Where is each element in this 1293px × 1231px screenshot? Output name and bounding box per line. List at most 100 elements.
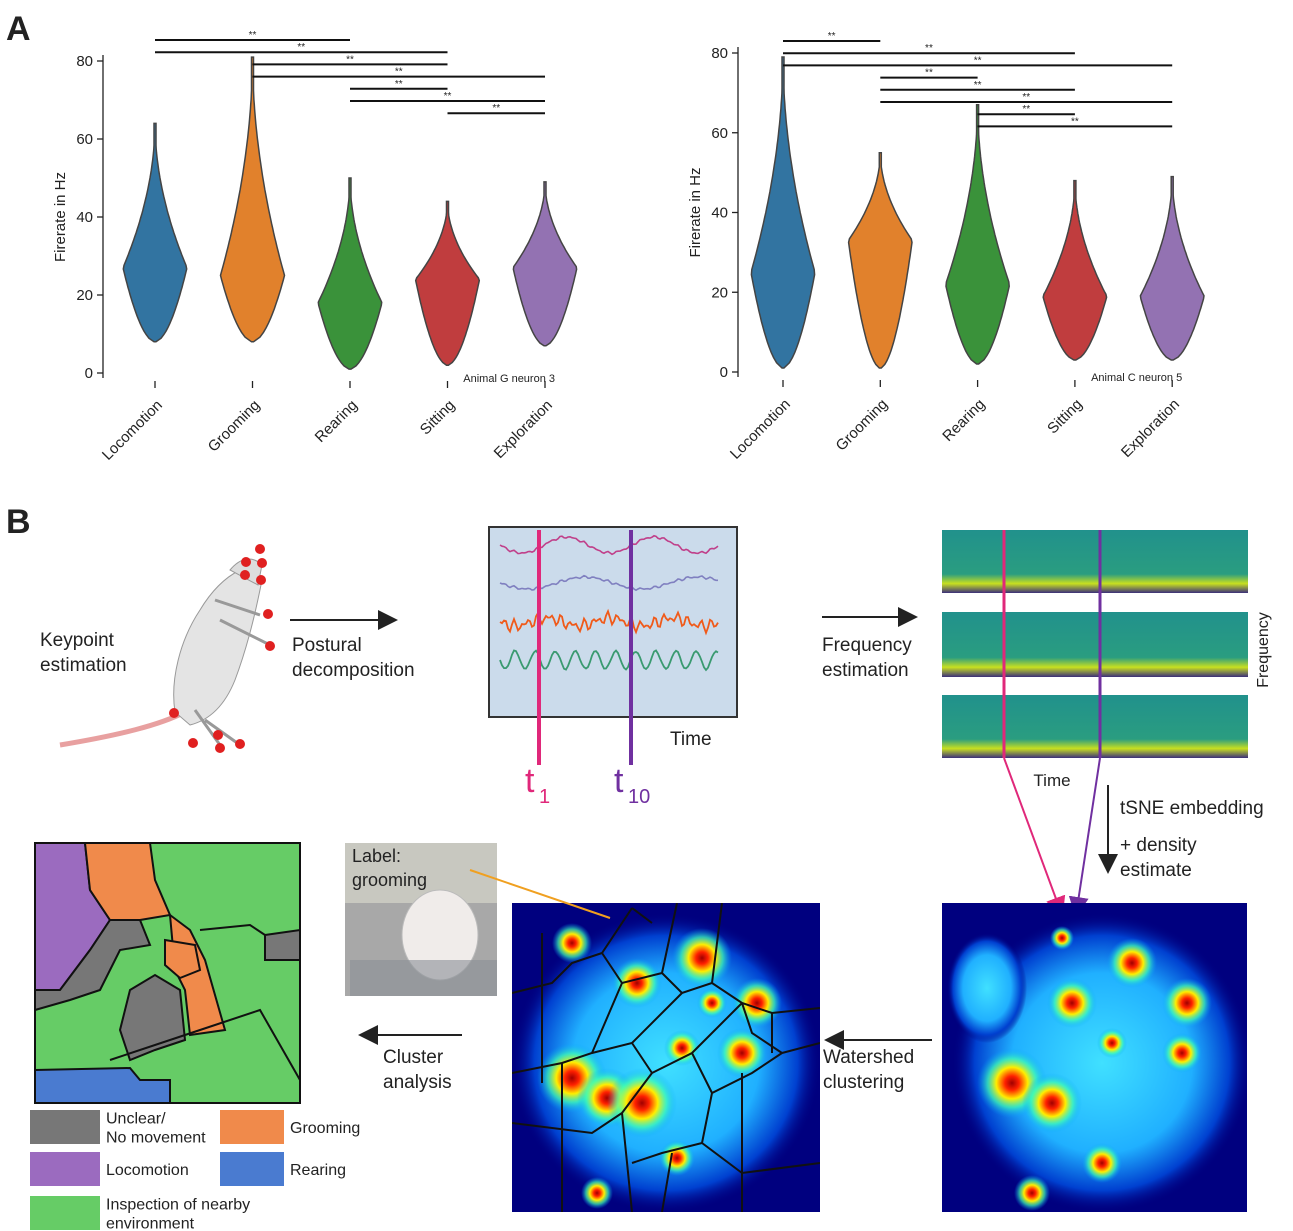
x-tick-label: Sitting: [1044, 396, 1086, 438]
step-label: + density: [1120, 835, 1197, 856]
density-peak: [552, 923, 592, 963]
diagram: Keypoint estimation Postural decompositi…: [30, 527, 1272, 1231]
significance-label: **: [346, 54, 354, 65]
y-tick-label: 20: [711, 284, 728, 301]
annotation: Animal C neuron 5: [1091, 372, 1182, 384]
violin: [221, 57, 285, 342]
y-tick-label: 20: [76, 287, 93, 304]
cluster-map: [35, 843, 300, 1103]
density-peak: [732, 978, 782, 1028]
significance-label: **: [925, 43, 933, 54]
significance-label: **: [925, 68, 933, 79]
step-label: estimation: [822, 660, 909, 681]
photo-label: Label:: [352, 846, 401, 866]
significance-label: **: [297, 42, 305, 53]
density-peak: [612, 958, 662, 1008]
density-peak: [664, 1030, 700, 1066]
y-tick-label: 40: [711, 205, 728, 222]
legend-label: Grooming: [290, 1120, 360, 1137]
density-peak: [1097, 1028, 1127, 1058]
x-tick-label: Exploration: [491, 397, 556, 462]
y-tick-label: 0: [85, 365, 93, 382]
significance-label: **: [492, 103, 500, 114]
x-tick-label: Rearing: [312, 397, 361, 446]
step-label: decomposition: [292, 660, 415, 681]
step-label: estimate: [1120, 860, 1192, 881]
violin: [318, 178, 381, 369]
violin: [123, 123, 186, 341]
violin: [1043, 181, 1106, 360]
legend-label: Inspection of nearby: [106, 1197, 250, 1214]
legend-swatch: [30, 1152, 100, 1186]
time-marker: t: [614, 762, 624, 800]
violin: [946, 105, 1009, 364]
panel-label: B: [6, 503, 31, 541]
density-peak: [1014, 1175, 1050, 1211]
legend-label: Rearing: [290, 1162, 346, 1179]
significance-label: **: [828, 31, 836, 42]
axis-label: Frequency: [1255, 612, 1272, 688]
violin: [1140, 177, 1204, 360]
legend-label: environment: [106, 1216, 195, 1231]
axis-label: Time: [670, 729, 712, 750]
density-peak: [1047, 978, 1097, 1028]
photo-label: grooming: [352, 870, 427, 890]
legend-label: Locomotion: [106, 1162, 189, 1179]
x-tick-label: Locomotion: [727, 396, 794, 463]
legend-label: No movement: [106, 1130, 206, 1147]
violin: [513, 182, 576, 346]
violin: [751, 57, 814, 368]
time-marker: t: [525, 762, 535, 800]
time-marker-sub: 1: [539, 786, 550, 808]
x-tick-label: Grooming: [833, 396, 892, 455]
step-label: estimation: [40, 655, 127, 676]
violin: [849, 153, 912, 368]
density-peak: [581, 1177, 613, 1209]
density-peak: [717, 1028, 767, 1078]
y-tick-label: 80: [76, 53, 93, 70]
legend-label: Unclear/: [106, 1111, 166, 1128]
y-tick-label: 40: [76, 209, 93, 226]
time-marker-sub: 10: [628, 786, 650, 808]
y-tick-label: 60: [711, 125, 728, 142]
significance-label: **: [395, 79, 403, 90]
x-tick-label: Locomotion: [99, 397, 166, 464]
step-label: Keypoint: [40, 630, 115, 651]
step-label: Cluster: [383, 1047, 444, 1068]
step-label: Watershed: [823, 1047, 914, 1068]
significance-label: **: [444, 91, 452, 102]
x-tick-label: Exploration: [1118, 396, 1183, 461]
y-axis-label: Firerate in Hz: [687, 167, 704, 257]
violin: [416, 201, 480, 365]
y-axis-label: Firerate in Hz: [52, 172, 69, 262]
y-tick-label: 0: [720, 364, 728, 381]
annotation: Animal G neuron 3: [463, 373, 555, 385]
significance-label: **: [974, 80, 982, 91]
y-tick-label: 80: [711, 45, 728, 62]
density: [947, 933, 1027, 1043]
y-tick-label: 60: [76, 131, 93, 148]
density-peak: [1022, 1073, 1082, 1133]
density-peak: [1050, 926, 1074, 950]
step-label: analysis: [383, 1072, 452, 1093]
step-label: clustering: [823, 1072, 904, 1093]
significance-label: **: [395, 67, 403, 78]
significance-label: **: [249, 30, 257, 41]
significance-label: **: [1071, 116, 1079, 127]
density-peak: [1162, 1033, 1202, 1073]
axis-label: Time: [1033, 771, 1070, 790]
significance-label: **: [1022, 92, 1030, 103]
step-label: Frequency: [822, 635, 912, 656]
significance-label: **: [974, 55, 982, 66]
density-peak: [1082, 1143, 1122, 1183]
x-tick-label: Grooming: [205, 397, 264, 456]
density-peak: [1162, 978, 1212, 1028]
legend-swatch: [220, 1110, 284, 1144]
panel-label: A: [6, 10, 31, 48]
significance-label: **: [1022, 104, 1030, 115]
density-peak: [672, 928, 732, 988]
density-peak: [697, 988, 727, 1018]
legend-swatch: [220, 1152, 284, 1186]
step-label: tSNE embedding: [1120, 798, 1264, 819]
figure: A B Keypoint estimation Postural decompo…: [0, 0, 1293, 1231]
